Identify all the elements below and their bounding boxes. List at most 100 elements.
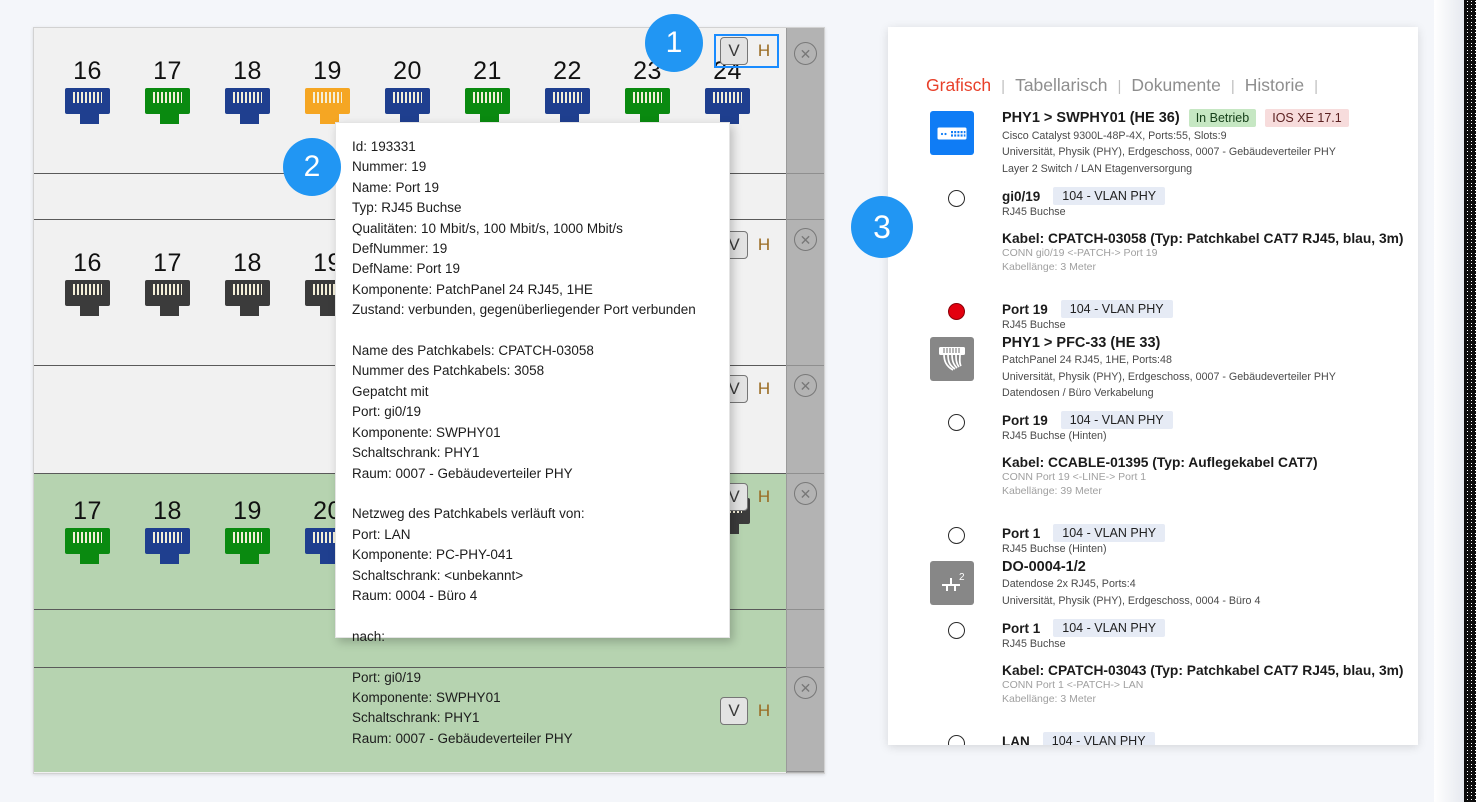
row-close-cell[interactable]: ✕ xyxy=(787,220,824,366)
rack-port[interactable]: 17 xyxy=(144,248,191,318)
close-icon[interactable]: ✕ xyxy=(794,676,817,699)
rj45-jack-icon[interactable] xyxy=(625,88,670,126)
port-entry[interactable]: Port 1 104 - VLAN PHY RJ45 Buchse xyxy=(924,619,1410,650)
port-type-label: RJ45 Buchse (Hinten) xyxy=(1002,430,1107,443)
port-details-tooltip: Id: 193331 Nummer: 19 Name: Port 19 Typ:… xyxy=(335,122,730,746)
port-entry[interactable]: Port 19 104 - VLAN PHY RJ45 Buchse xyxy=(924,300,1410,331)
rj45-jack-icon[interactable] xyxy=(145,280,190,318)
rj45-jack-icon[interactable] xyxy=(65,280,110,318)
rack-port[interactable]: 16 xyxy=(64,248,111,318)
row-close-cell[interactable]: ✕ xyxy=(787,366,824,474)
tab-grafisch[interactable]: Grafisch xyxy=(926,75,992,95)
rack-port[interactable]: 20 xyxy=(384,56,431,126)
port-number-label: 19 xyxy=(313,57,342,85)
row-close-cell[interactable] xyxy=(787,610,824,668)
rack-port[interactable]: 23 xyxy=(624,56,671,126)
tab-tabellarisch[interactable]: Tabellarisch xyxy=(1015,75,1108,95)
device-title: DO-0004-1/2 xyxy=(1002,559,1410,575)
cable-endpoint-white xyxy=(948,622,965,640)
port-entry[interactable]: Port 19 104 - VLAN PHY RJ45 Buchse (Hinten… xyxy=(924,411,1410,442)
close-icon[interactable]: ✕ xyxy=(794,42,817,65)
rack-port[interactable]: 19 xyxy=(304,56,351,126)
orientation-horizontal-button[interactable]: H xyxy=(757,379,771,398)
port-number-label: 16 xyxy=(73,249,102,277)
cable-entry[interactable]: Kabel: CPATCH-03043 (Typ: Patchkabel CAT… xyxy=(924,663,1410,706)
orientation-vertical-button[interactable]: V xyxy=(720,697,748,725)
rj45-jack-icon[interactable] xyxy=(145,528,190,566)
cable-entry[interactable]: Kabel: CPATCH-03058 (Typ: Patchkabel CAT… xyxy=(924,231,1410,274)
rj45-jack-icon[interactable] xyxy=(65,528,110,566)
rj45-jack-icon[interactable] xyxy=(65,88,110,126)
port-type-label: RJ45 Buchse (Hinten) xyxy=(1002,543,1107,556)
switch-icon xyxy=(930,111,974,155)
device-detail-line: Layer 2 Switch / LAN Etagenversorgung xyxy=(1002,162,1193,175)
tab-historie[interactable]: Historie xyxy=(1244,75,1305,95)
port-number-label: 17 xyxy=(73,497,102,525)
device-node[interactable]: PHY1 > PFC-33 (HE 33) PatchPanel 24 RJ45,… xyxy=(924,335,1410,400)
cable-entry[interactable]: Kabel: CCABLE-01395 (Typ: Auflegekabel C… xyxy=(924,455,1410,498)
rj45-jack-icon[interactable] xyxy=(305,88,350,126)
rack-port[interactable]: 17 xyxy=(144,56,191,126)
connection-tree: PHY1 > SWPHY01 (HE 36) In Betrieb IOS XE 1… xyxy=(924,105,1410,745)
device-node[interactable]: 2 DO-0004-1/2 Datendose 2x RJ45, Ports:4 Un… xyxy=(924,559,1410,608)
device-title: PHY1 > PFC-33 (HE 33) xyxy=(1002,335,1410,351)
rj45-jack-icon[interactable] xyxy=(465,88,510,126)
port-type-label: RJ45 Buchse xyxy=(1002,319,1066,332)
rack-port[interactable]: 18 xyxy=(144,496,191,566)
device-detail-line: Cisco Catalyst 9300L-48P-4X, Ports:55, S… xyxy=(1002,130,1227,142)
device-title-text: DO-0004-1/2 xyxy=(1002,559,1086,576)
vlan-badge: 104 - VLAN PHY xyxy=(1042,732,1155,745)
patchpanel-icon xyxy=(930,337,974,382)
row-close-cell[interactable]: ✕ xyxy=(787,28,824,174)
rj45-jack-icon[interactable] xyxy=(145,88,190,126)
cable-title: Kabel: CCABLE-01395 (Typ: Auflegekabel C… xyxy=(1002,455,1318,471)
row-close-cell[interactable]: ✕ xyxy=(787,668,824,772)
port-number-label: 18 xyxy=(233,249,262,277)
close-icon[interactable]: ✕ xyxy=(794,228,817,251)
port-entry[interactable]: gi0/19 104 - VLAN PHY RJ45 Buchse xyxy=(924,187,1410,218)
rj45-jack-icon[interactable] xyxy=(545,88,590,126)
device-node[interactable]: PHY1 > SWPHY01 (HE 36) In Betrieb IOS XE 1… xyxy=(924,109,1410,176)
tab-dokumente[interactable]: Dokumente xyxy=(1131,75,1221,95)
orientation-horizontal-button[interactable]: H xyxy=(757,235,771,254)
rj45-jack-icon[interactable] xyxy=(705,88,750,126)
orientation-horizontal-button[interactable]: H xyxy=(757,41,771,60)
rack-port[interactable]: 16 xyxy=(64,56,111,126)
port-name-text: Port 1 xyxy=(1002,525,1041,541)
row-close-cell[interactable] xyxy=(787,174,824,220)
rack-port[interactable]: 22 xyxy=(544,56,591,126)
rack-port[interactable]: 19 xyxy=(224,496,271,566)
marker-1: 1 xyxy=(645,14,703,72)
port-name: Port 19 104 - VLAN PHY xyxy=(1002,411,1410,430)
port-name: LAN 104 - VLAN PHY xyxy=(1002,732,1410,745)
rj45-jack-icon[interactable] xyxy=(225,528,270,566)
row-close-cell[interactable]: ✕ xyxy=(787,474,824,610)
marker-3: 3 xyxy=(851,196,913,258)
orientation-horizontal-button[interactable]: H xyxy=(757,701,771,720)
port-number-label: 16 xyxy=(73,57,102,85)
port-entry[interactable]: Port 1 104 - VLAN PHY RJ45 Buchse (Hinten) xyxy=(924,524,1410,555)
right-gradient-strip xyxy=(1434,0,1464,802)
port-name-text: Port 1 xyxy=(1002,620,1041,636)
cable-endpoint-white xyxy=(948,414,965,432)
orientation-horizontal-button[interactable]: H xyxy=(757,487,771,506)
close-icon[interactable]: ✕ xyxy=(794,482,817,505)
rack-port[interactable]: 21 xyxy=(464,56,511,126)
rack-port[interactable]: 17 xyxy=(64,496,111,566)
rj45-jack-icon[interactable] xyxy=(385,88,430,126)
datasocket-icon: 2 xyxy=(930,561,974,606)
rj45-jack-icon[interactable] xyxy=(225,88,270,126)
rack-port[interactable]: 18 xyxy=(224,248,271,318)
device-title-text: PHY1 > PFC-33 (HE 33) xyxy=(1002,335,1161,352)
rack-port[interactable]: 18 xyxy=(224,56,271,126)
port-name-text: LAN xyxy=(1002,733,1030,745)
close-icon[interactable]: ✕ xyxy=(794,374,817,397)
port-group: 16 17 18 19 xyxy=(64,248,351,318)
orientation-vertical-button[interactable]: V xyxy=(720,37,748,65)
port-number-label: 17 xyxy=(153,57,182,85)
rj45-jack-icon[interactable] xyxy=(225,280,270,318)
